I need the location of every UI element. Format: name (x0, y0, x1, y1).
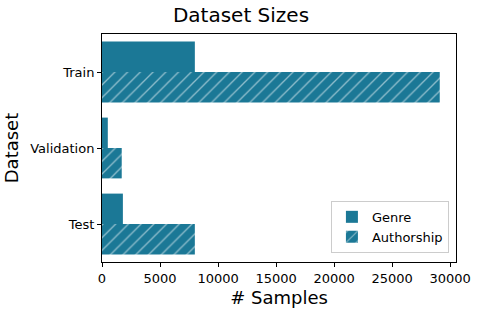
svg-text:Genre: Genre (372, 210, 411, 225)
svg-text:0: 0 (98, 271, 106, 286)
svg-text:15000: 15000 (255, 271, 296, 286)
svg-text:20000: 20000 (313, 271, 354, 286)
svg-text:Validation: Validation (30, 141, 94, 156)
svg-text:30000: 30000 (430, 271, 471, 286)
svg-text:Train: Train (62, 65, 94, 80)
svg-text:Dataset Sizes: Dataset Sizes (173, 3, 309, 27)
svg-text:# Samples: # Samples (230, 287, 328, 308)
svg-text:25000: 25000 (371, 271, 412, 286)
svg-text:5000: 5000 (143, 271, 176, 286)
svg-text:10000: 10000 (197, 271, 238, 286)
svg-text:Dataset: Dataset (1, 113, 22, 184)
svg-text:Test: Test (68, 217, 95, 232)
svg-text:Authorship: Authorship (372, 230, 443, 245)
